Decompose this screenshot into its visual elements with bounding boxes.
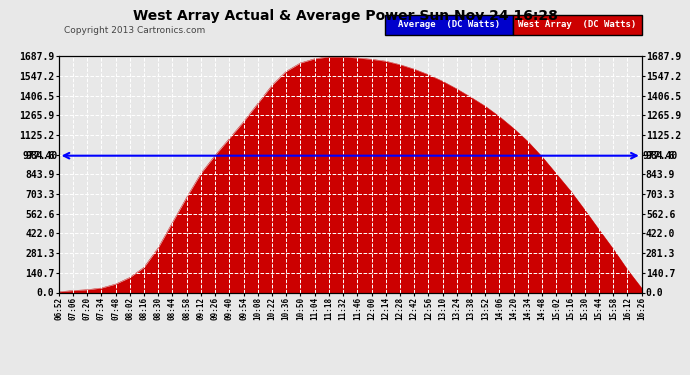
FancyBboxPatch shape (385, 15, 513, 35)
Text: West Array Actual & Average Power Sun Nov 24 16:28: West Array Actual & Average Power Sun No… (132, 9, 558, 23)
Text: 977.40: 977.40 (23, 151, 58, 161)
Text: Copyright 2013 Cartronics.com: Copyright 2013 Cartronics.com (64, 26, 206, 34)
FancyBboxPatch shape (513, 15, 642, 35)
Text: West Array  (DC Watts): West Array (DC Watts) (518, 20, 637, 29)
Text: Average  (DC Watts): Average (DC Watts) (398, 20, 500, 29)
Text: 977.40: 977.40 (642, 151, 678, 161)
